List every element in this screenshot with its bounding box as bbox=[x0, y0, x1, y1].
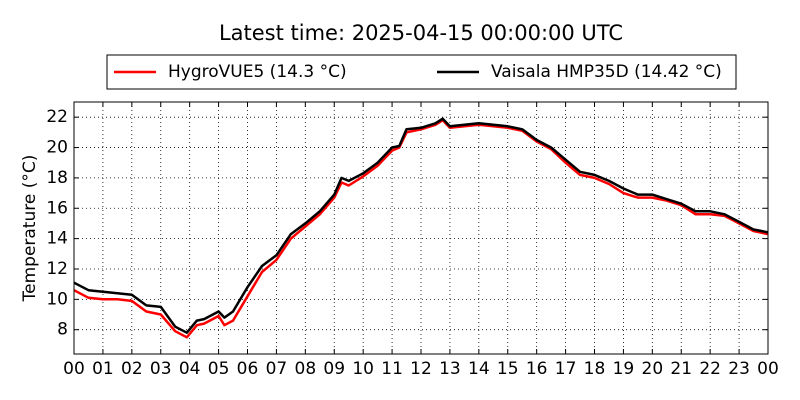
x-tick-label: 06 bbox=[237, 359, 259, 379]
x-tick-label: 19 bbox=[613, 359, 635, 379]
x-tick-label: 14 bbox=[468, 359, 490, 379]
x-tick-label: 00 bbox=[63, 359, 85, 379]
y-tick-label: 12 bbox=[46, 259, 68, 279]
x-tick-label: 04 bbox=[179, 359, 201, 379]
x-tick-label: 08 bbox=[295, 359, 317, 379]
x-tick-label: 12 bbox=[410, 359, 432, 379]
x-tick-label: 05 bbox=[208, 359, 230, 379]
chart-title: Latest time: 2025-04-15 00:00:00 UTC bbox=[219, 21, 623, 45]
x-tick-label: 22 bbox=[699, 359, 721, 379]
x-tick-label: 07 bbox=[266, 359, 288, 379]
x-tick-label: 11 bbox=[381, 359, 403, 379]
plot-area bbox=[74, 102, 768, 354]
y-tick-label: 10 bbox=[46, 289, 68, 309]
x-tick-label: 01 bbox=[92, 359, 114, 379]
x-tick-label: 02 bbox=[121, 359, 143, 379]
x-tick-label: 09 bbox=[323, 359, 345, 379]
legend-box bbox=[106, 54, 737, 90]
x-tick-label: 00 bbox=[757, 359, 779, 379]
y-tick-label: 20 bbox=[46, 138, 68, 158]
y-axis-label: Temperature (°C) bbox=[20, 155, 40, 303]
x-tick-label: 18 bbox=[584, 359, 606, 379]
x-tick-label: 03 bbox=[150, 359, 172, 379]
y-tick-label: 8 bbox=[57, 320, 68, 340]
plot-frame bbox=[73, 101, 769, 355]
x-tick-label: 21 bbox=[670, 359, 692, 379]
y-tick-label: 16 bbox=[46, 198, 68, 218]
x-tick-label: 16 bbox=[526, 359, 548, 379]
series-line bbox=[73, 117, 769, 334]
x-tick-label: 13 bbox=[439, 359, 461, 379]
y-tick-label: 18 bbox=[46, 168, 68, 188]
y-tick-label: 14 bbox=[46, 229, 68, 249]
x-tick-label: 10 bbox=[352, 359, 374, 379]
x-tick-label: 15 bbox=[497, 359, 519, 379]
y-tick-label: 22 bbox=[46, 107, 68, 127]
x-tick-label: 17 bbox=[555, 359, 577, 379]
x-tick-label: 20 bbox=[642, 359, 664, 379]
x-tick-label: 23 bbox=[728, 359, 750, 379]
legend-label: Vaisala HMP35D (14.42 °C) bbox=[491, 62, 722, 82]
legend-label: HygroVUE5 (14.3 °C) bbox=[168, 62, 347, 82]
